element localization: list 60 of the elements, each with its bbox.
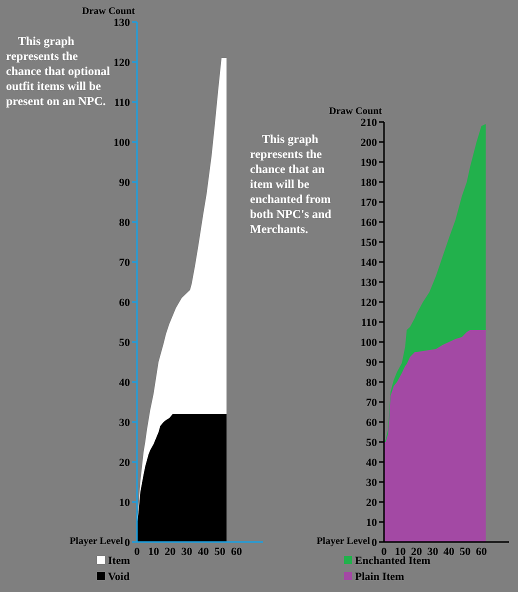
y-tick-label: 100 bbox=[114, 136, 130, 149]
y-tick-label: 40 bbox=[119, 376, 130, 389]
x-tick-label: 0 bbox=[134, 546, 140, 558]
y-tick-label: 130 bbox=[114, 16, 130, 29]
y-tick-label: 210 bbox=[360, 116, 378, 129]
legend-label: Plain Item bbox=[355, 571, 404, 583]
y-tick-label: 90 bbox=[119, 176, 130, 189]
x-axis-title: Player Level bbox=[70, 536, 124, 547]
x-tick-label: 60 bbox=[230, 546, 242, 558]
y-tick-label: 140 bbox=[360, 256, 378, 269]
y-tick-label: 100 bbox=[360, 336, 378, 349]
y-axis-title: Draw Count bbox=[82, 6, 136, 17]
legend-label: Item bbox=[108, 555, 130, 567]
y-tick-label: 0 bbox=[372, 536, 378, 549]
legend-label: Enchanted Item bbox=[355, 555, 430, 567]
x-tick-label: 50 bbox=[214, 546, 226, 558]
y-tick-label: 90 bbox=[366, 356, 378, 369]
y-tick-label: 180 bbox=[360, 176, 378, 189]
y-tick-label: 70 bbox=[119, 256, 130, 269]
y-tick-label: 110 bbox=[361, 316, 378, 329]
legend-label: Void bbox=[108, 571, 130, 583]
y-tick-label: 10 bbox=[366, 516, 378, 529]
text: This graph represents the chance that optional outfit items will be present on an NPC. bbox=[6, 34, 110, 109]
y-tick-label: 60 bbox=[366, 416, 378, 429]
y-tick-label: 60 bbox=[119, 296, 130, 309]
x-tick-label: 20 bbox=[164, 546, 176, 558]
y-tick-label: 130 bbox=[360, 276, 378, 289]
y-tick-label: 80 bbox=[366, 376, 378, 389]
y-tick-label: 50 bbox=[119, 336, 130, 349]
y-tick-label: 10 bbox=[119, 496, 130, 509]
y-tick-label: 20 bbox=[119, 456, 130, 469]
annotation: This graph represents the chance that an item will be enchanted from both NPC's and Merchants. bbox=[250, 132, 332, 237]
y-tick-label: 120 bbox=[114, 56, 130, 69]
y-axis-title: Draw Count bbox=[328, 106, 383, 117]
y-tick-label: 110 bbox=[114, 96, 130, 109]
y-tick-label: 190 bbox=[360, 156, 378, 169]
x-tick-label: 30 bbox=[427, 546, 439, 558]
y-tick-label: 30 bbox=[366, 476, 378, 489]
x-tick-label: 50 bbox=[460, 546, 472, 558]
x-tick-label: 40 bbox=[198, 546, 210, 558]
x-tick-label: 10 bbox=[394, 546, 406, 558]
x-tick-label: 30 bbox=[181, 546, 193, 558]
x-tick-label: 10 bbox=[148, 546, 160, 558]
y-tick-label: 80 bbox=[119, 216, 130, 229]
y-tick-label: 50 bbox=[366, 436, 378, 449]
x-tick-label: 40 bbox=[443, 546, 455, 558]
y-tick-label: 150 bbox=[360, 236, 378, 249]
y-tick-label: 0 bbox=[124, 536, 130, 549]
x-tick-label: 20 bbox=[410, 546, 422, 558]
y-tick-label: 170 bbox=[360, 196, 378, 209]
y-tick-label: 20 bbox=[366, 496, 378, 509]
y-tick-label: 120 bbox=[360, 296, 378, 309]
y-tick-label: 70 bbox=[366, 396, 378, 409]
x-tick-label: 0 bbox=[381, 546, 388, 558]
x-tick-label: 60 bbox=[476, 546, 488, 558]
x-axis-title: Player Level bbox=[316, 536, 370, 547]
y-tick-label: 40 bbox=[366, 456, 378, 469]
y-tick-label: 30 bbox=[119, 416, 130, 429]
y-tick-label: 160 bbox=[360, 216, 378, 229]
y-tick-label: 200 bbox=[360, 136, 378, 149]
